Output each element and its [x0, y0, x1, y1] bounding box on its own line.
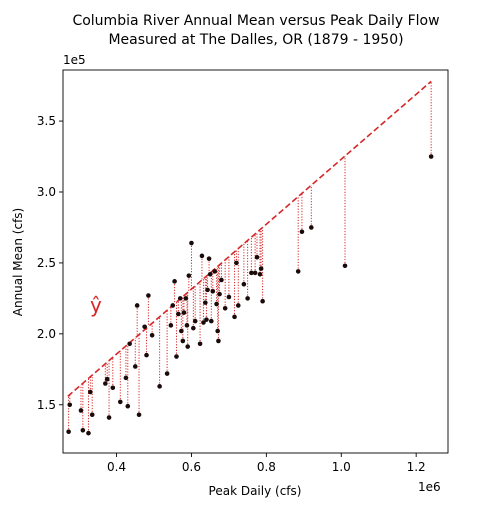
data-point	[88, 389, 93, 395]
plot-area	[62, 69, 449, 454]
data-point	[207, 271, 213, 277]
data-point	[241, 281, 247, 287]
data-point	[185, 344, 191, 349]
data-point	[205, 287, 210, 293]
data-point	[123, 375, 129, 381]
data-point	[118, 399, 123, 405]
data-point	[127, 341, 132, 347]
data-point	[260, 298, 265, 304]
data-point	[134, 303, 140, 308]
chart-title-line-1: Columbia River Annual Mean versus Peak D…	[72, 13, 439, 29]
x-axis-label: Peak Daily (cfs)	[209, 484, 302, 498]
chart-title-line-2: Measured at The Dalles, OR (1879 - 1950)	[108, 32, 403, 48]
data-point	[136, 412, 142, 418]
data-point	[210, 288, 216, 294]
data-point	[177, 296, 183, 301]
data-point	[203, 300, 208, 305]
data-point	[168, 323, 174, 328]
data-point	[132, 364, 138, 369]
data-point	[157, 384, 162, 389]
y-tick-label: 1.5	[37, 398, 56, 412]
y-tick-label: 3.0	[37, 185, 56, 199]
yhat-annotation: ŷ	[90, 293, 102, 317]
data-point	[66, 429, 71, 435]
data-point	[216, 338, 221, 344]
data-point	[189, 240, 194, 246]
data-point	[142, 324, 147, 330]
data-point	[164, 371, 170, 376]
data-point	[67, 402, 73, 408]
data-point	[258, 266, 264, 271]
data-point	[146, 293, 151, 298]
plot-frame	[62, 69, 449, 454]
data-point	[219, 277, 224, 283]
data-point	[176, 311, 181, 317]
x-tick-label: 1.2	[407, 460, 426, 474]
data-point	[212, 269, 217, 274]
data-point	[80, 428, 86, 433]
data-point	[144, 352, 149, 358]
data-point	[78, 408, 84, 413]
data-point	[179, 328, 184, 334]
data-point	[180, 338, 186, 344]
x-offset-label: 1e6	[418, 480, 441, 494]
y-axis-label: Annual Mean (cfs)	[11, 208, 25, 316]
data-point	[235, 303, 241, 308]
data-point	[201, 320, 206, 325]
data-point	[209, 318, 214, 324]
data-point	[234, 260, 239, 266]
data-point	[232, 314, 237, 320]
data-point	[249, 270, 254, 276]
data-point	[172, 279, 177, 284]
data-point	[222, 306, 228, 311]
x-axis: 0.4 0.6 0.8 1.0 1.2	[107, 453, 426, 474]
data-point	[215, 328, 220, 334]
x-tick-label: 0.8	[257, 460, 276, 474]
data-point	[254, 254, 260, 260]
data-point	[204, 317, 209, 322]
data-point	[149, 332, 155, 338]
y-offset-label: 1e5	[63, 53, 86, 67]
x-tick-label: 0.6	[182, 460, 201, 474]
y-axis: 1.5 2.0 2.5 3.0 3.5	[37, 114, 63, 412]
fit-line	[67, 80, 432, 397]
data-point	[103, 381, 108, 386]
data-point	[226, 294, 232, 300]
data-point	[192, 318, 198, 324]
data-point	[309, 225, 314, 230]
data-point	[125, 403, 131, 409]
data-point	[184, 323, 190, 328]
data-point	[186, 273, 192, 278]
data-point	[89, 412, 95, 418]
y-tick-label: 2.0	[37, 327, 56, 341]
data-point	[252, 270, 258, 276]
data-point	[428, 154, 434, 159]
data-point	[199, 253, 205, 259]
data-point	[217, 291, 222, 297]
data-point	[191, 325, 196, 331]
data-point	[181, 310, 187, 315]
data-point	[106, 415, 112, 420]
data-point	[86, 430, 91, 436]
data-point	[214, 301, 219, 307]
data-point	[206, 256, 212, 261]
data-point	[183, 296, 189, 301]
x-tick-label: 0.4	[107, 460, 126, 474]
data-point	[104, 376, 110, 382]
data-point	[342, 263, 348, 269]
data-point	[110, 385, 116, 391]
x-tick-label: 1.0	[332, 460, 351, 474]
y-tick-label: 3.5	[37, 114, 56, 128]
data-point	[197, 341, 203, 347]
data-point	[299, 229, 305, 235]
data-point	[174, 354, 179, 359]
y-tick-label: 2.5	[37, 256, 56, 270]
data-point	[245, 296, 250, 301]
data-point	[170, 303, 176, 308]
data-point	[295, 269, 301, 274]
data-point	[257, 271, 263, 277]
